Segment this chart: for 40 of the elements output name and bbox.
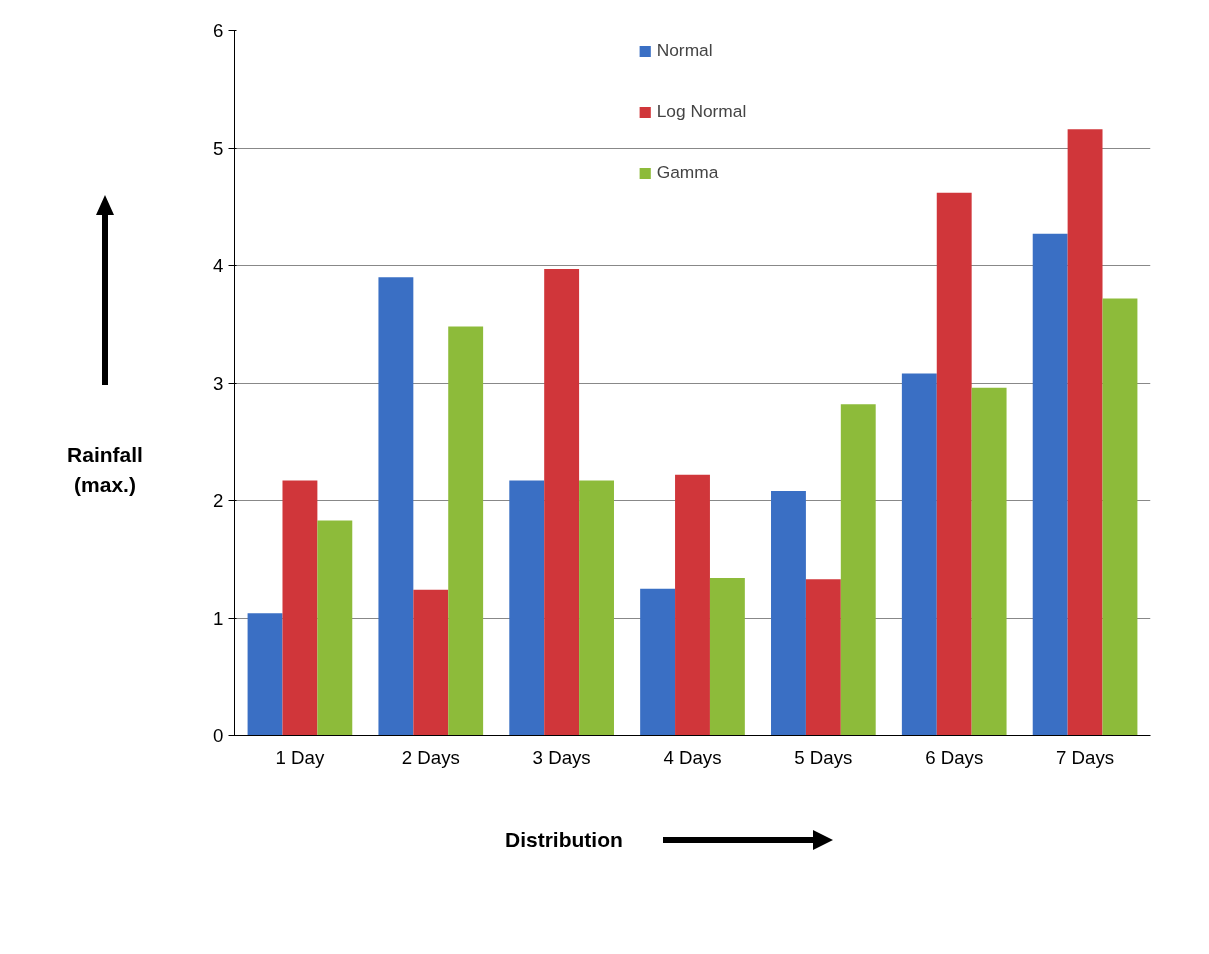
legend-label: Normal (656, 40, 713, 61)
legend-label: Log Normal (656, 101, 747, 122)
bar (709, 578, 745, 736)
x-tick-label: 1 Day (275, 746, 325, 768)
x-tick-label: 4 Days (663, 746, 722, 768)
x-tick-label: 3 Days (532, 746, 591, 768)
y-tick-label: 2 (213, 490, 224, 511)
x-tick-label: 2 Days (401, 746, 460, 768)
bar (378, 277, 414, 736)
y-tick-label: 1 (213, 607, 224, 629)
bar (413, 589, 449, 736)
bar (971, 387, 1007, 736)
bar (936, 192, 972, 736)
bar (544, 269, 580, 736)
legend-label: Gamma (656, 162, 719, 183)
bar (448, 326, 484, 736)
bar (282, 480, 318, 736)
y-tick-label: 6 (213, 20, 224, 41)
bar (509, 480, 545, 736)
bar (805, 579, 841, 736)
bar (675, 474, 710, 736)
bar (1067, 129, 1103, 736)
bar (317, 520, 353, 736)
y-tick-label: 3 (213, 372, 224, 394)
y-tick-label: 5 (213, 137, 224, 159)
x-tick-label: 7 Days (1056, 746, 1115, 768)
bar (840, 404, 876, 736)
bar (640, 588, 676, 736)
y-tick-label: 4 (213, 255, 224, 276)
y-tick-label: 0 (213, 725, 224, 746)
x-axis-title: Distribution (505, 827, 623, 853)
bar (771, 491, 806, 736)
y-axis-title: Rainfall (max.) (66, 442, 144, 499)
bar (901, 373, 937, 736)
bar (247, 613, 283, 736)
x-tick-label: 5 Days (794, 746, 853, 768)
bar (1032, 233, 1068, 736)
bar (1102, 298, 1138, 736)
bar (579, 480, 614, 736)
x-tick-label: 6 Days (925, 746, 984, 768)
